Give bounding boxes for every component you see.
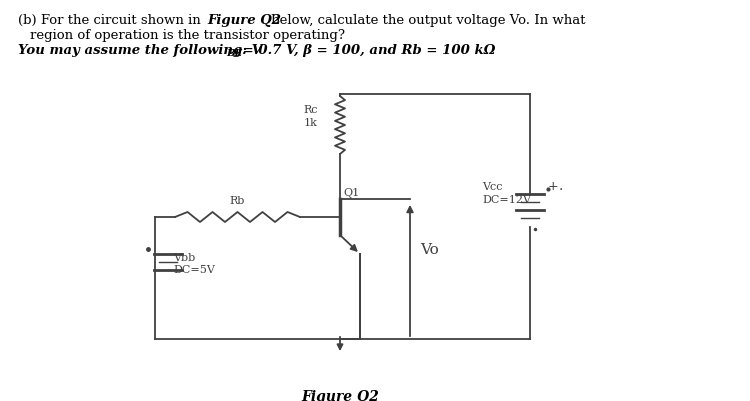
Text: Vcc: Vcc: [482, 182, 502, 192]
Text: below, calculate the output voltage Vo. In what: below, calculate the output voltage Vo. …: [267, 14, 586, 27]
Text: Q1: Q1: [343, 188, 359, 198]
Text: You may assume the following: V: You may assume the following: V: [18, 44, 262, 57]
Text: ·: ·: [558, 182, 562, 196]
Text: Rc: Rc: [304, 105, 318, 115]
Text: region of operation is the transistor operating?: region of operation is the transistor op…: [30, 29, 345, 42]
Text: Figure Q2: Figure Q2: [301, 389, 379, 401]
Text: +: +: [548, 180, 559, 193]
Text: 1k: 1k: [304, 118, 318, 128]
Text: DC=12V: DC=12V: [482, 194, 531, 205]
Text: = 0.7 V, β = 100, and Rb = 100 kΩ: = 0.7 V, β = 100, and Rb = 100 kΩ: [238, 44, 495, 57]
Text: Figure Q2: Figure Q2: [207, 14, 281, 27]
Text: Vbb: Vbb: [173, 252, 195, 262]
Text: Rb: Rb: [230, 196, 245, 205]
Text: (b) For the circuit shown in: (b) For the circuit shown in: [18, 14, 205, 27]
Text: DC=5V: DC=5V: [173, 264, 214, 274]
Text: BE: BE: [226, 49, 242, 58]
Text: Vo: Vo: [420, 242, 439, 256]
